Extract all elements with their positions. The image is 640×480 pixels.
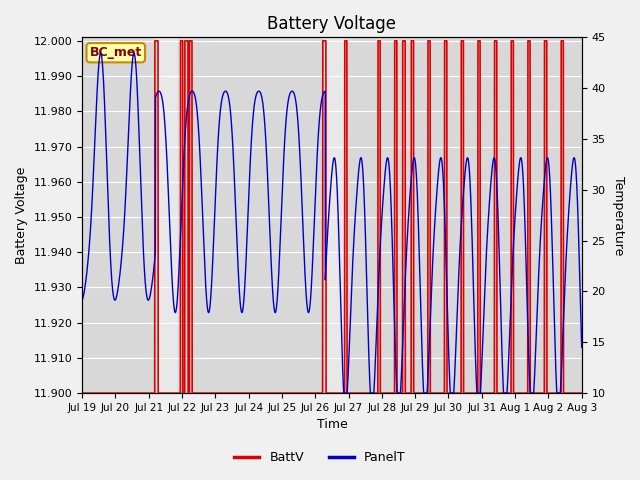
Bar	[345, 37, 582, 393]
Bar	[178, 37, 323, 393]
Title: Battery Voltage: Battery Voltage	[268, 15, 396, 33]
Y-axis label: Battery Voltage: Battery Voltage	[15, 167, 28, 264]
X-axis label: Time: Time	[317, 419, 348, 432]
Y-axis label: Temperature: Temperature	[612, 176, 625, 255]
Text: BC_met: BC_met	[90, 46, 142, 59]
Bar	[82, 37, 155, 393]
Legend: BattV, PanelT: BattV, PanelT	[229, 446, 411, 469]
